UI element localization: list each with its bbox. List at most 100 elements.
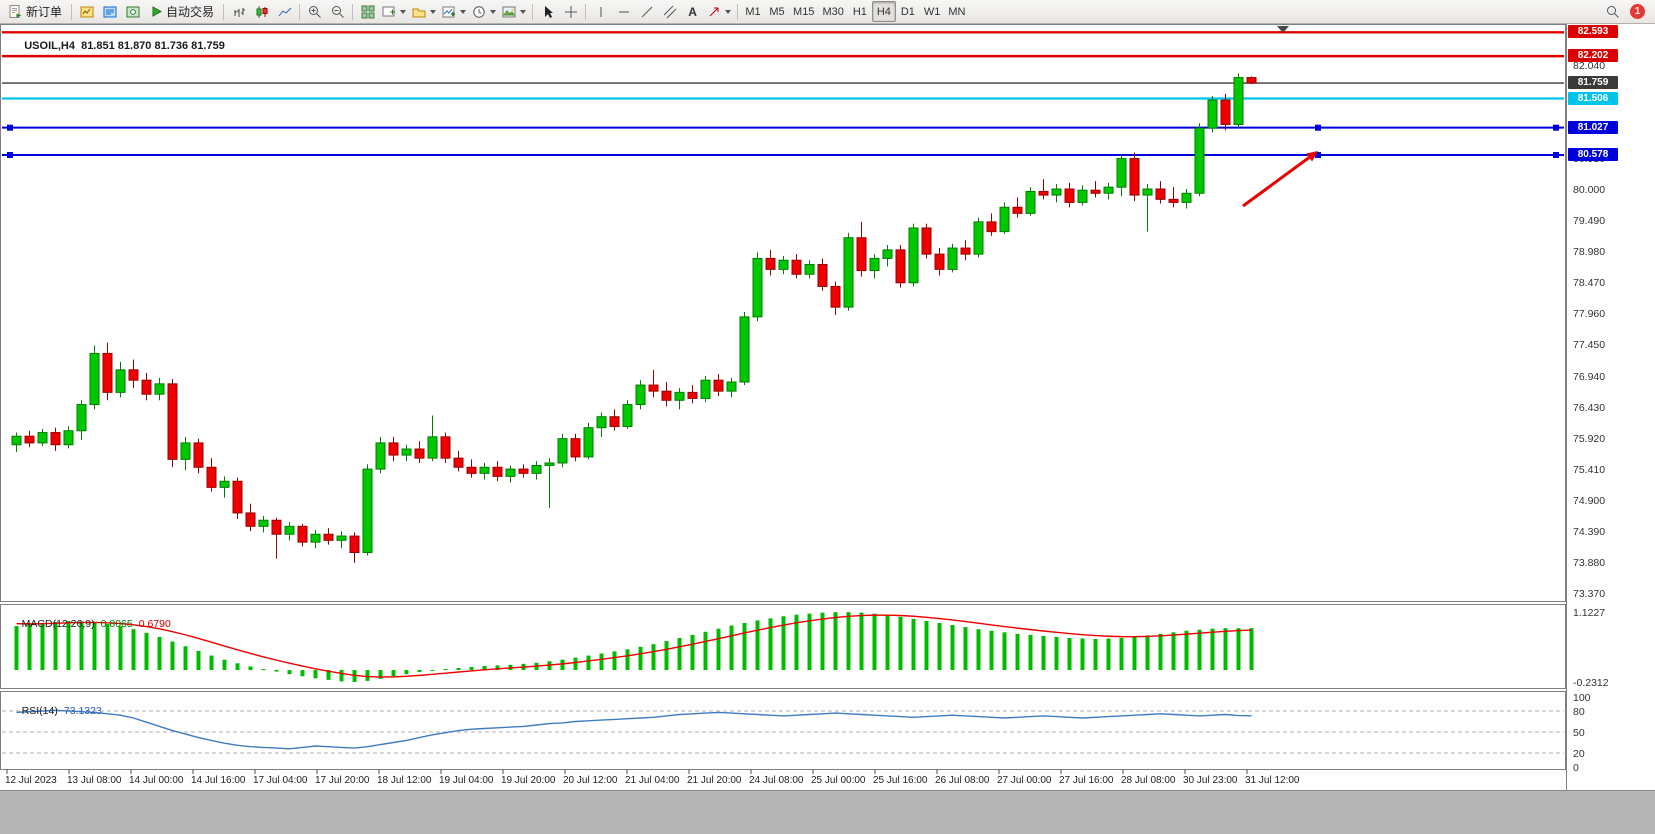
toolbar: 新订单 自动交易 xyxy=(0,0,1655,24)
macd-bar xyxy=(586,655,591,671)
new-chart-button[interactable] xyxy=(379,1,409,22)
text-tool-icon: A xyxy=(688,4,697,19)
candle-body xyxy=(518,468,529,474)
timeframe-m5-button[interactable]: M5 xyxy=(765,1,789,22)
zoom-out-button[interactable] xyxy=(326,1,349,22)
macd-bar xyxy=(495,665,500,671)
chart-canvas[interactable]: 12 Jul 2023 13 Jul 08:00 14 Jul 00:00 14 Ju… xyxy=(0,24,1566,790)
timeframe-m15-button[interactable]: M15 xyxy=(789,1,818,22)
search-button[interactable] xyxy=(1601,1,1624,22)
tile-windows-button[interactable] xyxy=(356,1,379,22)
macd-signal-value: 0.6790 xyxy=(138,618,171,630)
macd-bar xyxy=(248,666,253,671)
line-handle[interactable] xyxy=(1553,152,1559,159)
arrow-head[interactable] xyxy=(1306,151,1318,162)
dropdown-caret xyxy=(490,9,497,14)
arrow-shaft[interactable] xyxy=(1242,156,1311,208)
chart-pane-main[interactable] xyxy=(0,24,1566,602)
candle-body xyxy=(180,442,191,460)
crosshair-button[interactable] xyxy=(559,1,582,22)
candle-body xyxy=(349,535,360,554)
line-handle[interactable] xyxy=(1315,152,1321,159)
macd-bar xyxy=(690,634,695,671)
macd-bar xyxy=(1028,634,1033,671)
timeframe-w1-button[interactable]: W1 xyxy=(920,1,945,22)
vertical-line-button[interactable] xyxy=(589,1,612,22)
profiles-button[interactable] xyxy=(409,1,439,22)
macd-bar xyxy=(105,624,110,671)
candle-body xyxy=(752,257,763,318)
pane-frames xyxy=(0,24,1566,770)
macd-bar xyxy=(807,613,812,671)
macd-bar xyxy=(27,624,32,671)
macd-bar xyxy=(300,670,305,677)
horizontal-line-button[interactable] xyxy=(612,1,635,22)
data-window-button[interactable] xyxy=(98,1,121,22)
candle-body xyxy=(336,535,347,541)
price-tick: 77.450 xyxy=(1573,339,1606,352)
price-tick: 80.000 xyxy=(1573,184,1606,197)
templates-button[interactable] xyxy=(499,1,529,22)
zoom-in-button[interactable] xyxy=(303,1,326,22)
indicators-button[interactable] xyxy=(439,1,469,22)
price-tick: 73.880 xyxy=(1573,556,1606,569)
line-chart-button[interactable] xyxy=(273,1,296,22)
chart-shift-marker[interactable] xyxy=(1277,26,1289,33)
chart-pane-rsi[interactable] xyxy=(0,691,1566,770)
autotrading-label: 自动交易 xyxy=(166,5,215,19)
text-tool-button[interactable]: A xyxy=(681,1,704,22)
timeframe-h1-button[interactable]: H1 xyxy=(848,1,872,22)
rsi-axis-label: 100 xyxy=(1573,692,1591,704)
line-handle[interactable] xyxy=(1553,124,1559,131)
macd-label: MACD(12,26,9) 0.8065 0.6790 xyxy=(10,606,171,642)
candle-body xyxy=(479,466,490,474)
macd-bar xyxy=(781,616,786,671)
line-handle[interactable] xyxy=(7,152,13,159)
macd-bar xyxy=(742,622,747,671)
equidistant-channel-button[interactable] xyxy=(658,1,681,22)
line-handle[interactable] xyxy=(1315,124,1321,131)
macd-bar xyxy=(1184,630,1189,671)
rsi-value: 73.1323 xyxy=(63,705,102,717)
time-tick-label: 18 Jul 12:00 xyxy=(377,775,432,786)
data-window-icon xyxy=(103,6,117,17)
macd-bar xyxy=(1249,628,1254,671)
trendline-button[interactable] xyxy=(635,1,658,22)
market-watch-icon xyxy=(80,6,94,17)
cursor-button[interactable] xyxy=(536,1,559,22)
macd-bar xyxy=(469,666,474,671)
line-handle[interactable] xyxy=(7,124,13,131)
market-watch-button[interactable] xyxy=(75,1,98,22)
timeframe-m30-button[interactable]: M30 xyxy=(818,1,847,22)
timeframe-m1-button[interactable]: M1 xyxy=(741,1,765,22)
price-tick: 75.410 xyxy=(1573,463,1606,476)
price-tick: 74.900 xyxy=(1573,494,1606,507)
time-tick-label: 14 Jul 16:00 xyxy=(191,775,246,786)
candle-body xyxy=(908,227,919,284)
macd-bar xyxy=(937,622,942,671)
candles-layer xyxy=(11,73,1257,563)
price-axis[interactable]: 82.04081.53081.02080.51080.00079.49078.9… xyxy=(1566,24,1655,790)
time-axis[interactable]: 12 Jul 2023 13 Jul 08:00 14 Jul 00:00 14 Ju… xyxy=(5,769,1300,786)
dropdown-caret xyxy=(430,9,437,14)
bar-chart-button[interactable] xyxy=(227,1,250,22)
arrows-tool-button[interactable] xyxy=(704,1,734,22)
periods-button[interactable] xyxy=(469,1,499,22)
new-order-button[interactable]: 新订单 xyxy=(2,1,68,22)
timeframe-h4-button[interactable]: H4 xyxy=(871,1,896,22)
macd-bar xyxy=(885,615,890,671)
time-tick-label: 27 Jul 00:00 xyxy=(997,775,1052,786)
time-tick-label: 17 Jul 20:00 xyxy=(315,775,370,786)
rsi-axis-label: 80 xyxy=(1573,706,1585,718)
candle-body xyxy=(310,533,321,543)
macd-bar xyxy=(846,612,851,671)
candlestick-chart-button[interactable] xyxy=(250,1,273,22)
timeframe-d1-button[interactable]: D1 xyxy=(896,1,920,22)
macd-bar xyxy=(40,622,45,671)
navigator-button[interactable] xyxy=(121,1,144,22)
notification-badge[interactable]: 1 xyxy=(1630,4,1645,19)
timeframe-mn-button[interactable]: MN xyxy=(944,1,969,22)
autotrading-button[interactable]: 自动交易 xyxy=(144,1,220,22)
candle-body xyxy=(102,352,113,393)
